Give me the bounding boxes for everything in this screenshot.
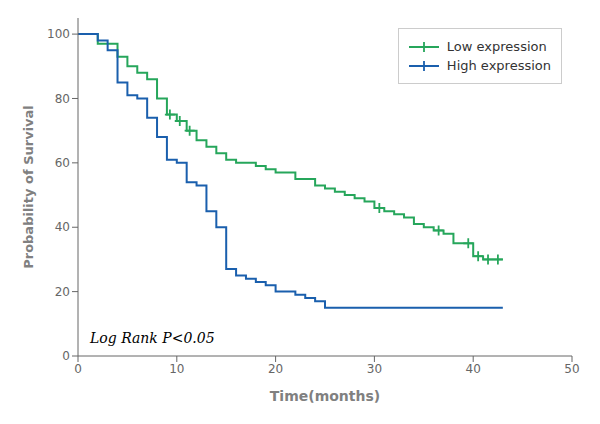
html-text:Log Rank P<0.05: Log Rank P<0.05 <box>90 330 215 346</box>
svg-text:40: 40 <box>466 362 481 376</box>
svg-text:0: 0 <box>74 362 82 376</box>
svg-text:10: 10 <box>169 362 184 376</box>
svg-text:20: 20 <box>55 285 70 299</box>
svg-text:0: 0 <box>62 349 70 363</box>
svg-text:Probability of Survival: Probability of Survival <box>21 105 36 269</box>
svg-text:30: 30 <box>367 362 382 376</box>
svg-text:20: 20 <box>268 362 283 376</box>
svg-text:60: 60 <box>55 156 70 170</box>
html-text:Low expression: Low expression <box>446 39 547 54</box>
svg-text:50: 50 <box>564 362 579 376</box>
html-text:High expression: High expression <box>446 58 551 73</box>
svg-text:80: 80 <box>55 92 70 106</box>
svg-text:40: 40 <box>55 220 70 234</box>
svg-text:100: 100 <box>47 27 70 41</box>
svg-text:Time(months): Time(months) <box>270 388 380 404</box>
